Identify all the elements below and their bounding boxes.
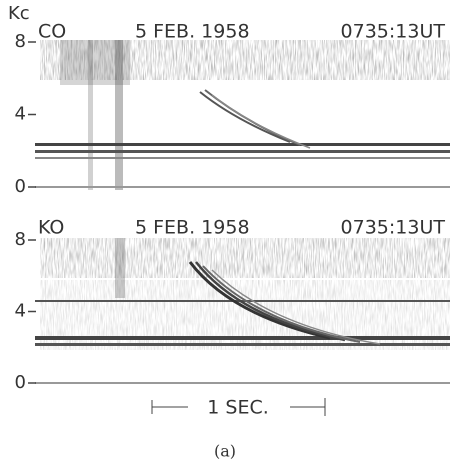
date-label: 5 FEB. 1958 <box>135 217 250 239</box>
date-label: 5 FEB. 1958 <box>135 21 250 43</box>
spectrogram-top <box>35 40 450 190</box>
station-label: KO <box>38 217 64 239</box>
spectrogram-bottom <box>35 238 450 384</box>
y-unit: Kc <box>8 3 30 24</box>
caption: (a) <box>214 442 236 461</box>
time-label: 0735:13UT <box>341 217 446 239</box>
time-label: 0735:13UT <box>341 21 446 43</box>
y-tick-label: 8 <box>15 229 26 250</box>
y-tick-label: 0 <box>15 176 26 197</box>
station-label: CO <box>38 21 66 43</box>
y-tick-label: 0 <box>15 372 26 393</box>
y-tick-label: 4 <box>15 301 26 322</box>
scale-bar-label: 1 SEC. <box>207 397 269 419</box>
scale-bar: 1 SEC. <box>151 397 326 419</box>
y-tick-label: 4 <box>15 104 26 125</box>
y-tick-label: 8 <box>15 31 26 52</box>
